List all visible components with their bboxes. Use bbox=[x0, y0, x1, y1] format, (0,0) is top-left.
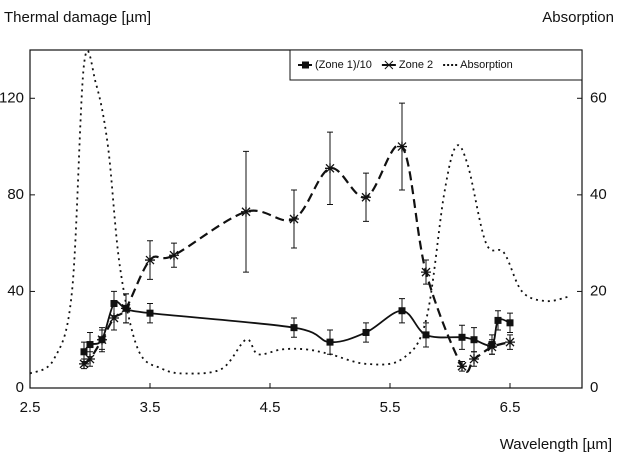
legend-marker bbox=[302, 61, 309, 69]
marker bbox=[487, 341, 497, 352]
y-tick-label: 120 bbox=[0, 89, 24, 106]
marker bbox=[146, 309, 154, 317]
marker bbox=[505, 337, 515, 348]
marker bbox=[470, 336, 478, 344]
x-tick-label: 2.5 bbox=[20, 399, 41, 416]
legend-label: Zone 2 bbox=[399, 59, 433, 71]
x-tick-label: 3.5 bbox=[140, 399, 161, 416]
marker bbox=[110, 300, 118, 307]
marker bbox=[421, 267, 431, 278]
series-line bbox=[83, 300, 511, 353]
marker bbox=[326, 338, 334, 346]
y2-tick-label: 0 bbox=[590, 379, 598, 396]
marker bbox=[85, 354, 95, 365]
marker bbox=[241, 206, 251, 217]
legend-label: (Zone 1)/10 bbox=[315, 59, 372, 71]
marker bbox=[80, 348, 88, 356]
marker bbox=[289, 214, 299, 224]
y2-axis-title: Absorption bbox=[542, 9, 614, 26]
marker bbox=[325, 163, 335, 174]
marker bbox=[290, 324, 298, 332]
marker bbox=[458, 333, 466, 341]
y2-tick-label: 60 bbox=[590, 89, 607, 106]
marker bbox=[169, 250, 179, 261]
marker bbox=[362, 328, 370, 336]
marker bbox=[145, 255, 155, 266]
plot-frame bbox=[29, 49, 583, 389]
legend-box bbox=[289, 49, 583, 81]
marker bbox=[361, 192, 371, 203]
marker bbox=[494, 316, 502, 324]
legend-marker bbox=[383, 60, 394, 70]
x-tick-label: 4.5 bbox=[260, 399, 281, 416]
marker bbox=[457, 361, 467, 372]
y2-tick-label: 40 bbox=[590, 186, 607, 203]
x-tick-label: 5.5 bbox=[380, 399, 401, 416]
marker bbox=[506, 319, 514, 327]
marker bbox=[86, 341, 94, 349]
marker bbox=[422, 331, 430, 339]
marker bbox=[398, 307, 406, 315]
marker bbox=[121, 303, 131, 314]
marker bbox=[109, 312, 119, 323]
y-axis-title: Thermal damage [µm] bbox=[4, 9, 151, 26]
marker bbox=[469, 354, 479, 365]
y2-tick-label: 20 bbox=[590, 282, 607, 299]
marker bbox=[79, 358, 89, 369]
x-axis-title: Wavelength [µm] bbox=[500, 436, 612, 453]
legend-label: Absorption bbox=[460, 59, 513, 71]
marker bbox=[397, 141, 407, 152]
x-tick-label: 6.5 bbox=[500, 399, 521, 416]
marker bbox=[97, 334, 107, 345]
y-tick-label: 80 bbox=[7, 186, 24, 203]
legend: (Zone 1)/10 Zone 2 Absorption bbox=[298, 59, 513, 71]
y-tick-label: 40 bbox=[7, 282, 24, 299]
y-tick-label: 0 bbox=[16, 379, 24, 396]
